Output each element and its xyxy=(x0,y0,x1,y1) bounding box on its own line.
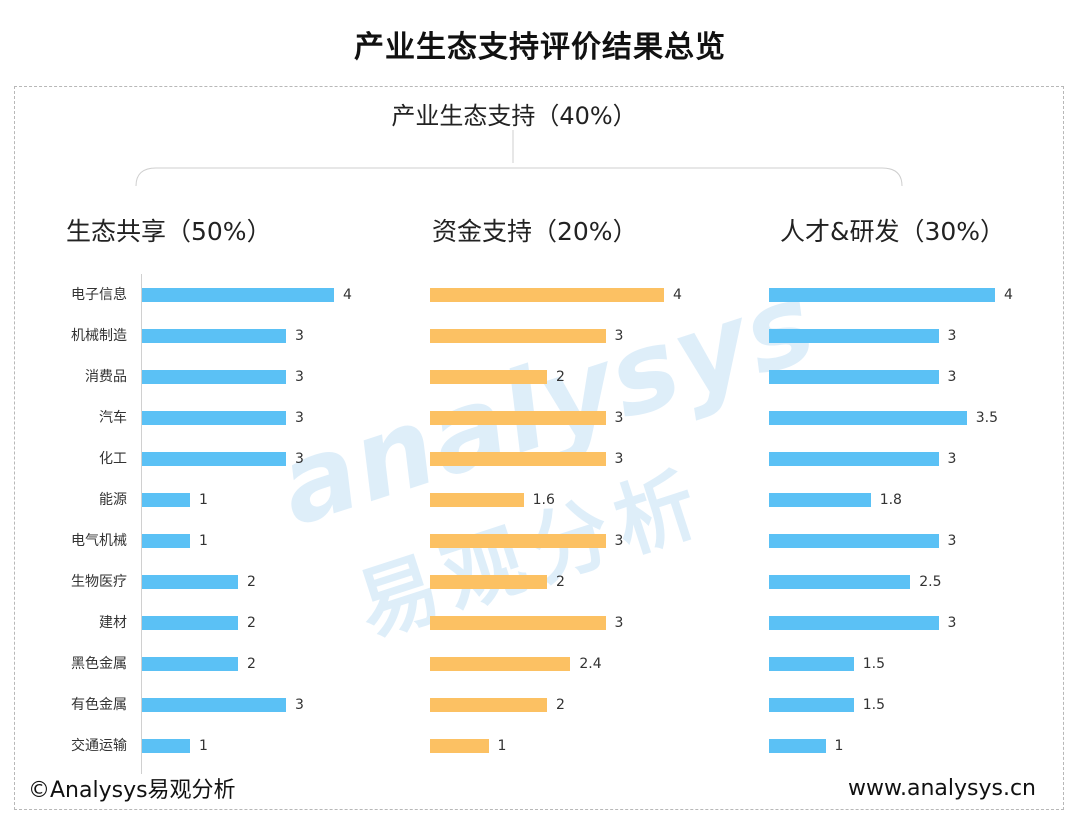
bar xyxy=(430,616,606,630)
bar xyxy=(142,698,286,712)
bar xyxy=(142,370,286,384)
value-label: 3 xyxy=(614,615,624,631)
bar xyxy=(430,288,664,302)
bar xyxy=(430,534,606,548)
value-label: 3 xyxy=(295,328,304,344)
bar xyxy=(769,657,854,671)
value-label: 3 xyxy=(947,533,957,549)
value-label: 3 xyxy=(295,369,304,385)
category-label: 交通运输 xyxy=(71,738,127,754)
value-label: 3 xyxy=(947,615,957,631)
category-label: 建材 xyxy=(99,615,127,631)
bar xyxy=(142,534,190,548)
bar xyxy=(430,329,606,343)
bar xyxy=(769,616,939,630)
bar xyxy=(142,575,238,589)
footer-website: www.analysys.cn xyxy=(848,776,1036,801)
value-label: 3 xyxy=(614,410,624,426)
bar xyxy=(769,370,939,384)
value-label: 4 xyxy=(673,287,682,303)
category-label: 化工 xyxy=(99,451,127,467)
chart-frame xyxy=(14,86,1064,810)
value-label: 2 xyxy=(556,574,565,590)
category-label: 生物医疗 xyxy=(71,574,127,590)
bar xyxy=(430,657,571,671)
footer-copyright: ©Analysys易观分析 xyxy=(28,778,236,803)
value-label: 1.5 xyxy=(862,656,886,672)
value-label: 2.5 xyxy=(919,574,942,590)
value-label: 4 xyxy=(1004,287,1013,303)
bar xyxy=(430,493,524,507)
bar xyxy=(769,329,939,343)
bar xyxy=(769,698,854,712)
bar xyxy=(430,411,606,425)
bar xyxy=(769,575,911,589)
value-label: 3 xyxy=(614,451,624,467)
bar xyxy=(769,411,967,425)
value-label: 1.8 xyxy=(879,492,902,508)
value-label: 2 xyxy=(556,369,565,385)
value-label: 1 xyxy=(199,492,208,508)
bar xyxy=(142,493,190,507)
category-label: 汽车 xyxy=(99,410,127,426)
value-label: 3 xyxy=(947,328,957,344)
bar xyxy=(430,575,547,589)
panel-title: 人才&研发（30%） xyxy=(780,217,1006,246)
value-label: 3 xyxy=(295,410,304,426)
bar xyxy=(142,329,286,343)
value-label: 1 xyxy=(199,738,208,754)
value-label: 3.5 xyxy=(975,410,999,426)
value-label: 2 xyxy=(247,656,256,672)
value-label: 1 xyxy=(497,738,507,754)
y-axis-line xyxy=(141,274,142,774)
value-label: 3 xyxy=(947,451,957,467)
bar xyxy=(769,493,871,507)
category-label: 电子信息 xyxy=(71,287,127,303)
category-label: 有色金属 xyxy=(71,697,127,713)
value-label: 2 xyxy=(247,574,256,590)
bar xyxy=(142,288,334,302)
value-label: 1.5 xyxy=(862,697,886,713)
bar xyxy=(430,452,606,466)
bar xyxy=(769,534,939,548)
value-label: 3 xyxy=(295,697,304,713)
value-label: 3 xyxy=(947,369,957,385)
value-label: 1.6 xyxy=(532,492,555,508)
value-label: 2.4 xyxy=(579,656,602,672)
value-label: 2 xyxy=(247,615,256,631)
category-label: 黑色金属 xyxy=(71,656,127,672)
value-label: 1 xyxy=(834,738,844,754)
value-label: 4 xyxy=(343,287,352,303)
category-label: 电气机械 xyxy=(71,533,127,549)
value-label: 1 xyxy=(199,533,208,549)
bar xyxy=(769,739,826,753)
bar xyxy=(142,616,238,630)
value-label: 3 xyxy=(295,451,304,467)
page-title: 产业生态支持评价结果总览 xyxy=(354,30,726,65)
value-label: 3 xyxy=(614,533,624,549)
value-label: 3 xyxy=(614,328,624,344)
bar xyxy=(142,657,238,671)
bar xyxy=(430,370,547,384)
bar xyxy=(142,411,286,425)
bar xyxy=(769,288,995,302)
category-label: 消费品 xyxy=(85,369,127,385)
category-label: 机械制造 xyxy=(71,328,127,344)
top-category-label: 产业生态支持（40%） xyxy=(391,102,637,130)
bar xyxy=(430,739,489,753)
bar xyxy=(142,739,190,753)
panel-title: 生态共享（50%） xyxy=(66,217,272,246)
panel-title: 资金支持（20%） xyxy=(432,217,638,246)
category-label: 能源 xyxy=(99,492,127,508)
bar xyxy=(142,452,286,466)
value-label: 2 xyxy=(556,697,565,713)
bar xyxy=(430,698,547,712)
bar xyxy=(769,452,939,466)
